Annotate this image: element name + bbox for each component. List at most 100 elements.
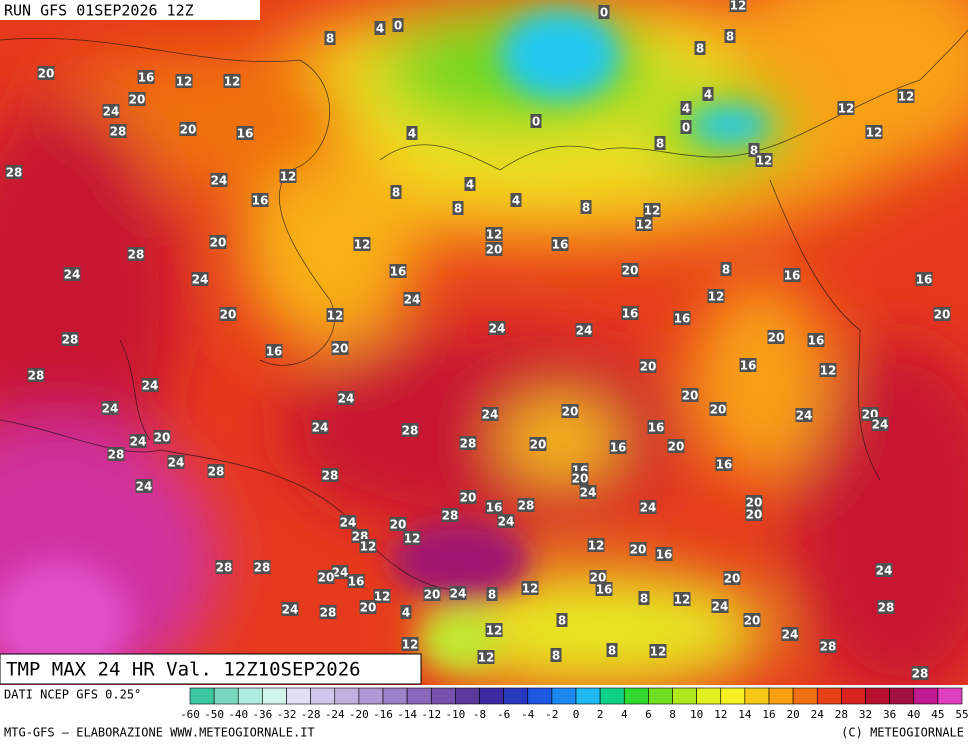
- label-box: [127, 247, 145, 261]
- map-label: 4: [682, 102, 690, 116]
- scale-label: 6: [645, 708, 652, 721]
- map-label: 24: [103, 105, 120, 119]
- map-label: 0: [682, 121, 690, 135]
- scale-label: -40: [228, 708, 248, 721]
- map-label: 12: [588, 539, 605, 553]
- label-box: [223, 74, 241, 88]
- map-label: 16: [348, 575, 365, 589]
- map-label: 24: [211, 174, 228, 188]
- label-box: [219, 307, 237, 321]
- map-label: 20: [530, 438, 547, 452]
- label-box: [390, 185, 402, 199]
- label-box: [485, 227, 503, 241]
- map-label: 12: [280, 170, 297, 184]
- map-label: 28: [460, 437, 477, 451]
- map-label: 8: [722, 263, 730, 277]
- label-box: [347, 574, 365, 588]
- map-label: 16: [596, 583, 613, 597]
- scale-label: -16: [373, 708, 393, 721]
- label-box: [392, 18, 404, 32]
- map-label: 12: [708, 290, 725, 304]
- label-box: [621, 263, 639, 277]
- label-box: [639, 359, 657, 373]
- map-label: 16: [622, 307, 639, 321]
- map-label: 20: [390, 518, 407, 532]
- scale-label: -50: [204, 708, 224, 721]
- label-box: [321, 468, 339, 482]
- scale-swatch: [262, 687, 287, 705]
- label-box: [265, 344, 283, 358]
- map-label: 8: [488, 588, 496, 602]
- label-box: [326, 308, 344, 322]
- label-box: [680, 101, 692, 115]
- map-label: 20: [210, 236, 227, 250]
- map-label: 20: [424, 588, 441, 602]
- map-label: 24: [404, 293, 421, 307]
- label-box: [209, 235, 227, 249]
- label-box: [550, 648, 562, 662]
- map-label: 28: [442, 509, 459, 523]
- label-box: [210, 173, 228, 187]
- scale-label: 40: [907, 708, 920, 721]
- label-box: [915, 272, 933, 286]
- map-title-box: [0, 653, 422, 685]
- scale-swatch: [672, 687, 697, 705]
- scale-label: -8: [473, 708, 486, 721]
- label-box: [795, 408, 813, 422]
- label-box: [720, 262, 732, 276]
- label-box: [711, 599, 729, 613]
- scale-label: 4: [621, 708, 628, 721]
- label-box: [517, 498, 535, 512]
- scale-label: 32: [859, 708, 872, 721]
- map-label: 16: [610, 441, 627, 455]
- scale-label: -20: [349, 708, 369, 721]
- label-box: [643, 203, 661, 217]
- label-box: [485, 623, 503, 637]
- label-box: [317, 570, 335, 584]
- label-box: [647, 420, 665, 434]
- map-label: 4: [408, 127, 416, 141]
- scale-swatch: [744, 687, 770, 705]
- run-title: RUN GFS 01SEP2026 12Z: [4, 2, 194, 20]
- map-label: 24: [876, 564, 893, 578]
- map-label: 20: [934, 308, 951, 322]
- label-box: [497, 514, 515, 528]
- map-label: 16: [237, 127, 254, 141]
- label-box: [128, 92, 146, 106]
- scale-label: -36: [252, 708, 272, 721]
- map-label: 20: [360, 601, 377, 615]
- map-label: 12: [404, 532, 421, 546]
- label-box: [743, 613, 761, 627]
- label-box: [403, 292, 421, 306]
- label-box: [488, 321, 506, 335]
- map-label: 24: [576, 324, 593, 338]
- label-box: [621, 306, 639, 320]
- map-label: 16: [648, 421, 665, 435]
- map-label: 20: [572, 472, 589, 486]
- scale-label: 14: [738, 708, 752, 721]
- map-label: 12: [486, 624, 503, 638]
- map-label: 20: [682, 389, 699, 403]
- label-box: [729, 0, 747, 12]
- label-box: [680, 120, 692, 134]
- label-box: [101, 401, 119, 415]
- scale-label: -24: [325, 708, 345, 721]
- label-box: [459, 436, 477, 450]
- label-box: [102, 104, 120, 118]
- label-box: [63, 267, 81, 281]
- map-label: 20: [630, 543, 647, 557]
- label-box: [481, 407, 499, 421]
- label-box: [179, 122, 197, 136]
- map-label: 24: [136, 480, 153, 494]
- scale-swatch: [841, 687, 866, 705]
- scale-swatch: [575, 687, 601, 705]
- scale-label: 0: [573, 708, 580, 721]
- map-label: 16: [716, 458, 733, 472]
- map-label: 12: [176, 75, 193, 89]
- label-box: [175, 74, 193, 88]
- label-box: [707, 289, 725, 303]
- map-label: 16: [808, 334, 825, 348]
- label-box: [667, 439, 685, 453]
- map-label: 8: [558, 614, 566, 628]
